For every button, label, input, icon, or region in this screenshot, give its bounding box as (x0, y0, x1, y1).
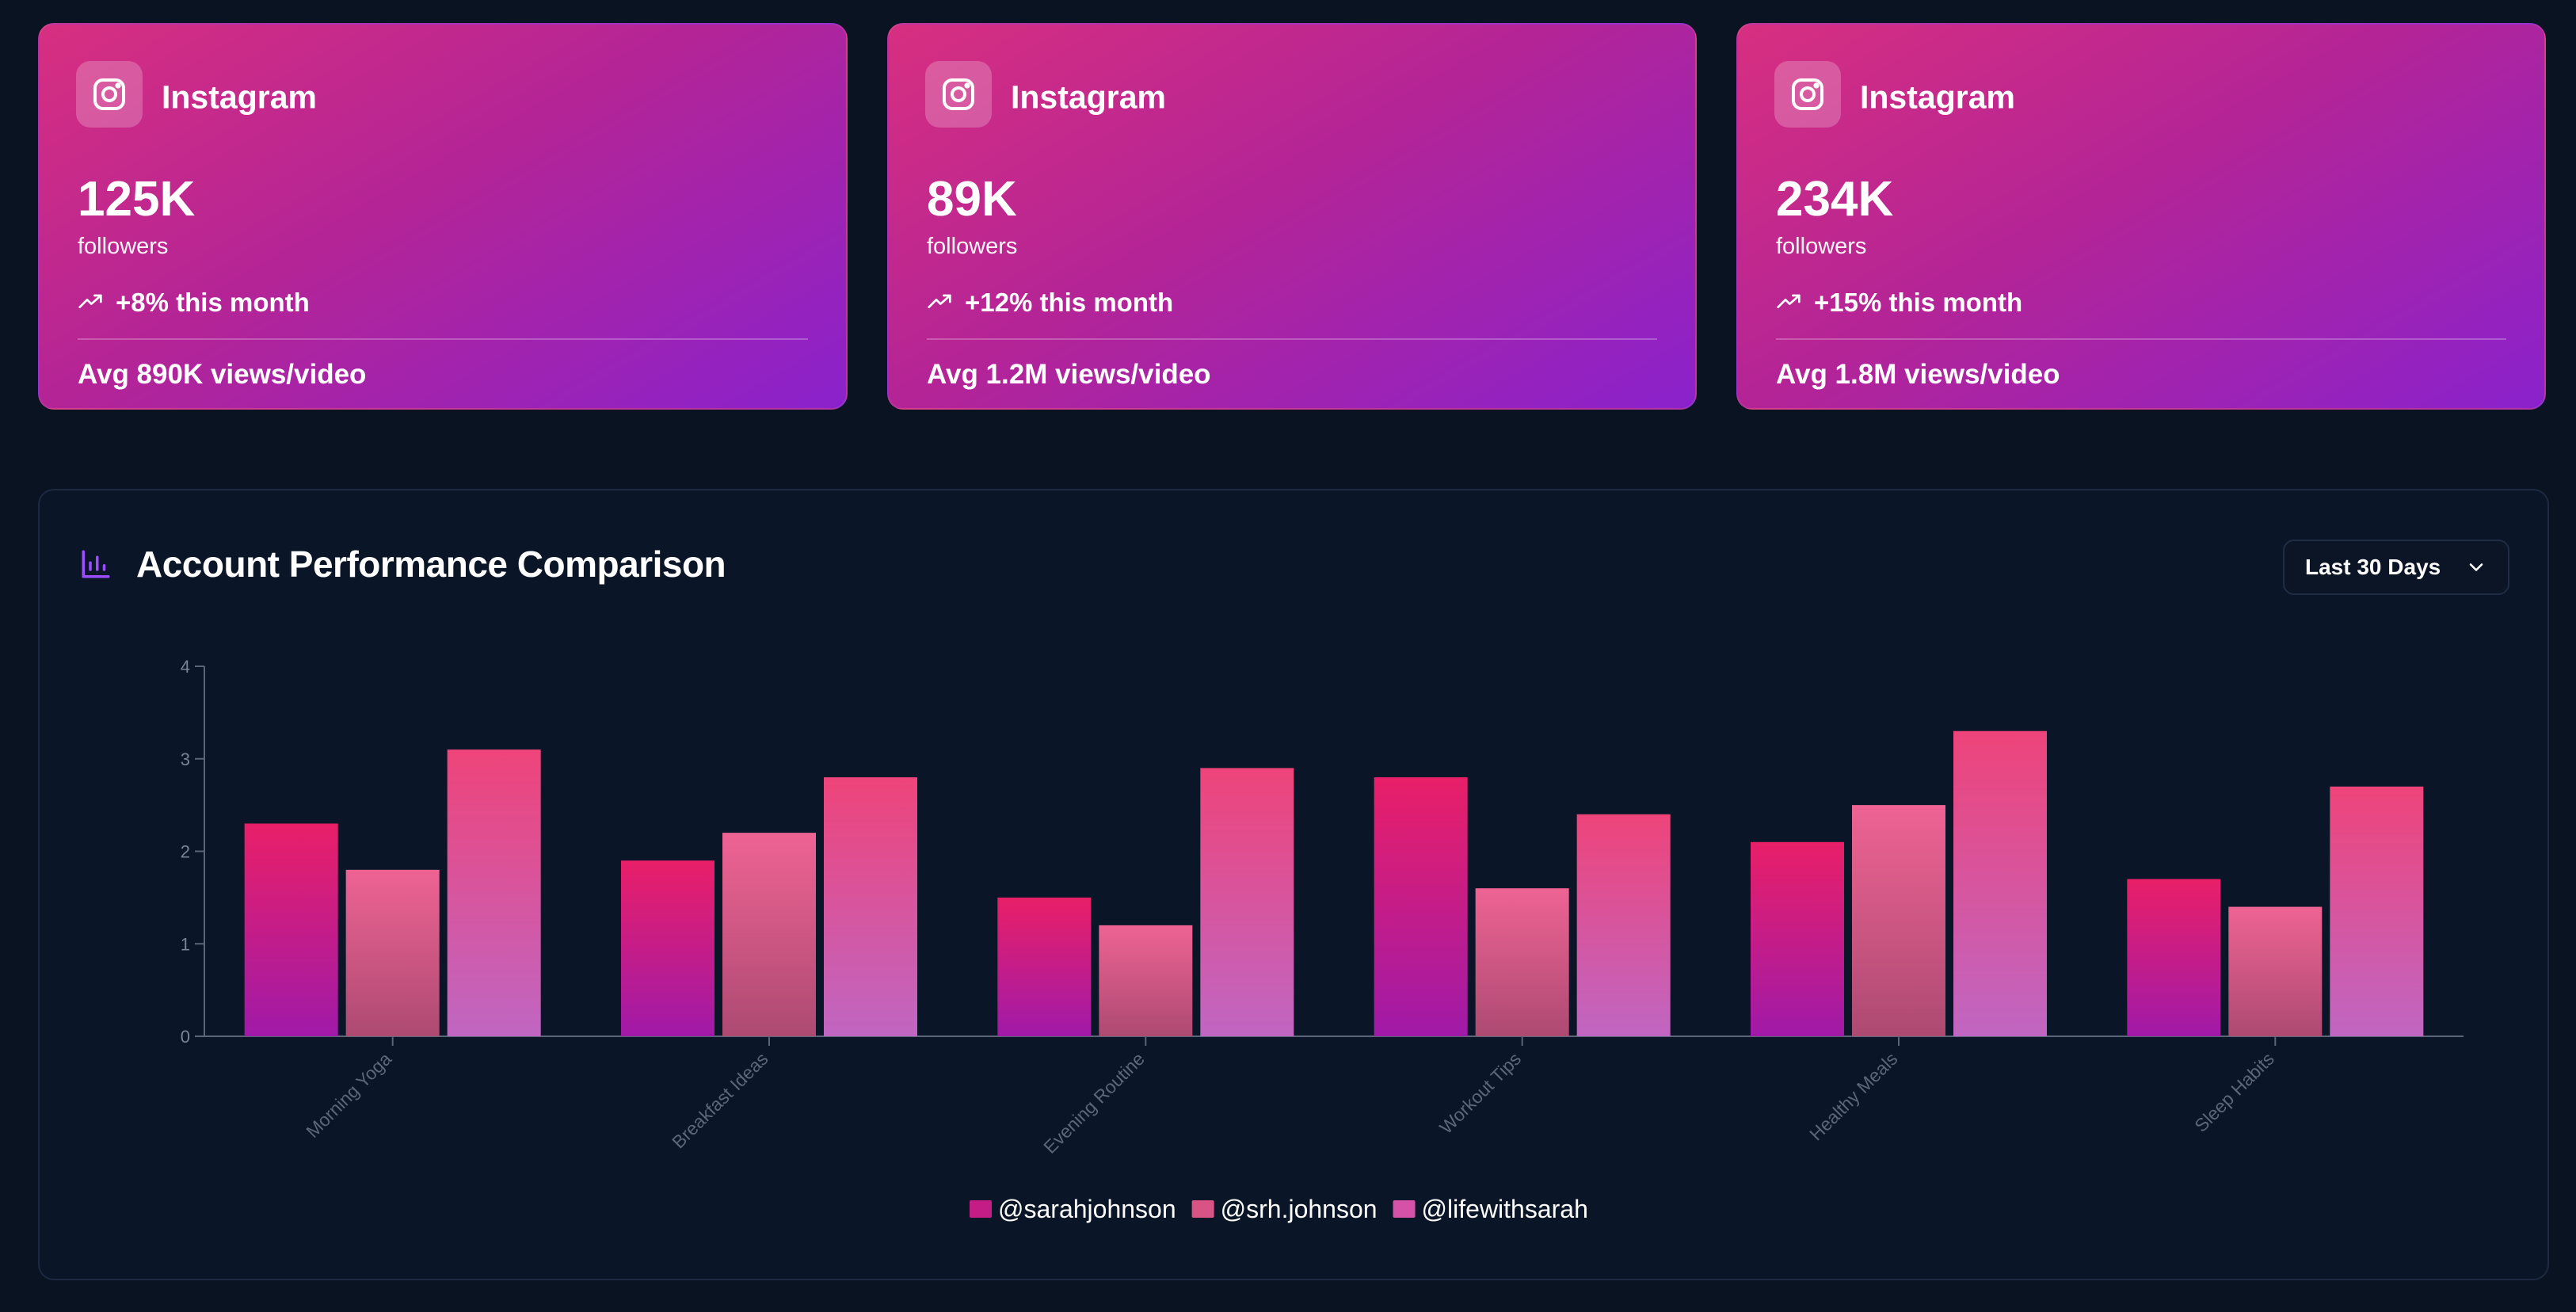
chevron-down-icon (2469, 563, 2483, 571)
platform-name: Instagram (1011, 78, 1166, 116)
bar-sarahjohnson (1751, 841, 1844, 1036)
account-card[interactable]: Instagram 125K followers +8% this month … (38, 23, 848, 410)
followers-count: 125K (78, 172, 196, 227)
bar-sarahjohnson (621, 860, 714, 1036)
bar-lifewithsarah (1576, 814, 1671, 1036)
trending-up-icon (78, 294, 102, 308)
bar-sarahjohnson (244, 823, 338, 1036)
bar-srhjohnson (722, 833, 816, 1036)
bar-sarahjohnson (997, 897, 1092, 1036)
followers-label: followers (927, 234, 1018, 259)
x-tick-label: Workout Tips (1435, 1048, 1525, 1138)
x-tick-label: Breakfast Ideas (668, 1048, 772, 1152)
followers-label: followers (78, 234, 169, 259)
account-card[interactable]: Instagram 234K followers +15% this month… (1736, 23, 2546, 410)
growth-text: +15% this month (1814, 287, 2023, 317)
x-tick-label: Morning Yoga (302, 1048, 395, 1142)
legend-label: @sarahjohnson (998, 1195, 1176, 1223)
growth-text: +8% this month (116, 287, 310, 317)
divider (1776, 338, 2506, 340)
account-card[interactable]: Instagram 89K followers +12% this month … (887, 23, 1697, 410)
x-axis-labels: Morning Yoga Breakfast Ideas Evening Routi… (302, 1048, 2278, 1158)
date-range-label: Last 30 Days (2305, 555, 2441, 579)
growth-text: +12% this month (965, 287, 1174, 317)
avg-views: Avg 1.8M views/video (1776, 359, 2060, 390)
bar-srhjohnson (2228, 906, 2323, 1036)
growth-row: +8% this month (78, 286, 310, 318)
bar-lifewithsarah (1953, 730, 2047, 1036)
trending-up-icon (928, 294, 951, 308)
x-tick-label: Evening Routine (1039, 1048, 1149, 1158)
y-tick-label: 0 (181, 1027, 190, 1047)
growth-row: +12% this month (927, 286, 1173, 318)
legend-swatch (1191, 1200, 1214, 1218)
followers-count: 234K (1776, 172, 1894, 227)
avg-views: Avg 1.2M views/video (927, 359, 1211, 390)
divider (78, 338, 808, 340)
y-tick-label: 1 (181, 934, 190, 954)
avg-views: Avg 890K views/video (78, 359, 367, 390)
bar-srhjohnson (345, 869, 440, 1036)
legend-swatch (970, 1200, 992, 1218)
bar-srhjohnson (1099, 925, 1193, 1036)
instagram-icon (1774, 61, 1841, 128)
date-range-select[interactable]: Last 30 Days (2283, 540, 2509, 595)
y-tick-label: 4 (181, 657, 190, 677)
growth-row: +15% this month (1776, 286, 2022, 318)
platform-name: Instagram (1860, 78, 2015, 116)
bar-lifewithsarah (447, 749, 541, 1036)
chart-bars (244, 730, 2424, 1036)
instagram-icon (76, 61, 143, 128)
bar-sarahjohnson (2127, 879, 2221, 1036)
bar-srhjohnson (1475, 888, 1569, 1036)
y-tick-label: 3 (181, 749, 190, 769)
bar-srhjohnson (1852, 805, 1945, 1036)
trending-up-icon (1777, 294, 1801, 308)
performance-comparison-panel: Account Performance Comparison Last 30 D… (38, 489, 2549, 1280)
platform-name: Instagram (162, 78, 317, 116)
bar-chart: 0 1 2 3 4 Morning Yoga Breakfast Ideas Evening… (181, 657, 2464, 1223)
followers-count: 89K (927, 172, 1017, 227)
x-tick-label: Healthy Meals (1805, 1048, 1901, 1144)
bar-lifewithsarah (1200, 768, 1294, 1036)
y-tick-label: 2 (181, 842, 190, 862)
bar-chart-icon (79, 547, 112, 585)
bar-lifewithsarah (824, 777, 917, 1036)
legend-swatch (1393, 1200, 1416, 1218)
followers-label: followers (1776, 234, 1867, 259)
panel-title: Account Performance Comparison (136, 543, 726, 585)
x-tick-label: Sleep Habits (2190, 1048, 2278, 1136)
bar-lifewithsarah (2330, 786, 2424, 1036)
chart-legend: @sarahjohnson @srh.johnson @lifewithsarah (970, 1195, 1588, 1223)
legend-label: @srh.johnson (1221, 1195, 1378, 1223)
instagram-icon (925, 61, 992, 128)
chart-axes: 0 1 2 3 4 (181, 657, 2464, 1047)
bar-sarahjohnson (1374, 777, 1468, 1036)
legend-label: @lifewithsarah (1422, 1195, 1588, 1223)
divider (927, 338, 1657, 340)
